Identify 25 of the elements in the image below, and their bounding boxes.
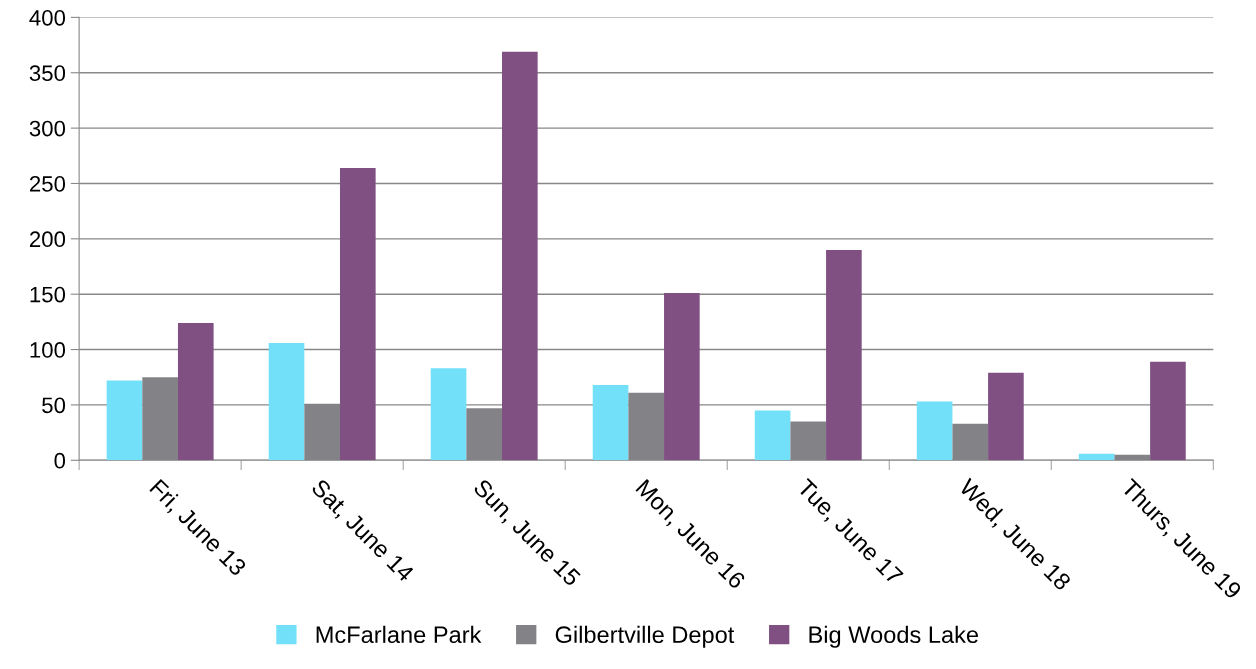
y-tick-label: 250: [29, 176, 66, 192]
bar: [754, 410, 791, 461]
bar: [177, 322, 214, 461]
bar: [664, 293, 700, 461]
y-tick-label: 200: [29, 231, 66, 248]
y-tick-label: 350: [29, 65, 66, 82]
bar: [339, 167, 376, 461]
bar: [988, 372, 1024, 461]
y-tick-label: 400: [29, 9, 66, 26]
bar: [106, 380, 143, 461]
bar: [1150, 361, 1186, 461]
y-tick-label: 50: [42, 397, 66, 414]
bar: [826, 249, 862, 461]
bar: [592, 384, 629, 461]
bar: [430, 368, 467, 461]
legend-label: McFarlane Park: [316, 625, 482, 644]
bar: [502, 51, 538, 461]
y-tick-label: 0: [54, 452, 66, 469]
y-tick-label: 150: [30, 286, 66, 303]
legend-label: Big Woods Lake: [809, 625, 978, 648]
bar: [916, 401, 953, 461]
legend-label: Gilbertville Depot: [555, 625, 735, 648]
y-tick-label: 300: [29, 120, 66, 137]
y-tick-label: 100: [30, 342, 66, 358]
bar: [268, 342, 305, 461]
